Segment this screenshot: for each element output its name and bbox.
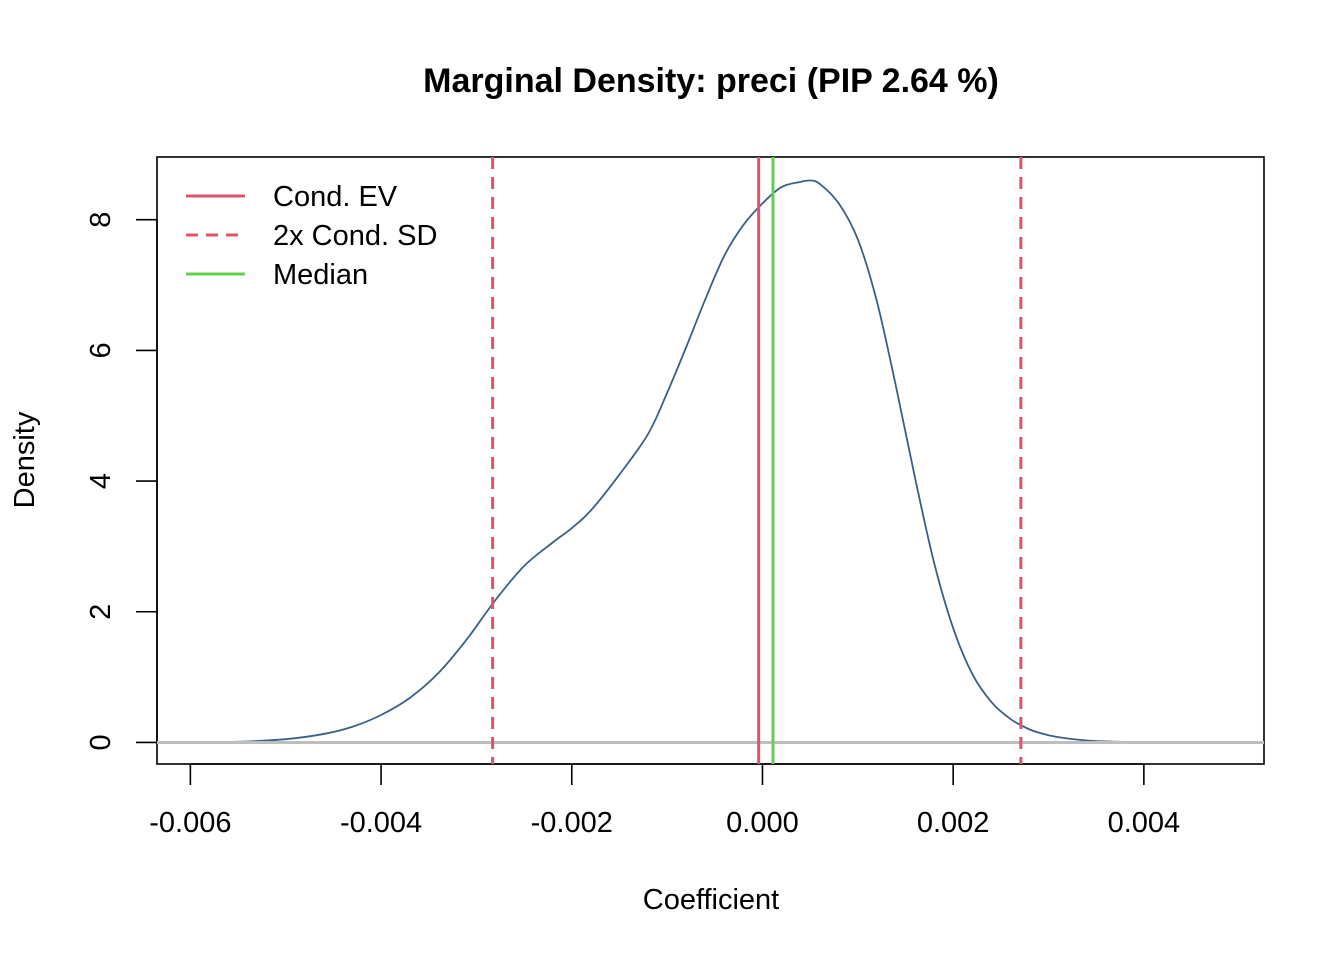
- chart-title: Marginal Density: preci (PIP 2.64 %): [423, 62, 999, 100]
- x-tick-label: -0.004: [340, 807, 422, 839]
- x-tick-label: 0.004: [1108, 807, 1181, 839]
- y-tick-label: 6: [85, 342, 117, 358]
- x-tick-label: -0.002: [531, 807, 613, 839]
- density-curve: [190, 179, 1240, 744]
- legend-label: Median: [273, 259, 368, 291]
- x-tick-label: -0.006: [149, 807, 231, 839]
- x-tick-label: 0.000: [726, 807, 799, 839]
- legend: Cond. EV 2x Cond. SD Median: [186, 181, 437, 291]
- y-tick-label: 4: [85, 473, 117, 489]
- legend-label: Cond. EV: [273, 181, 398, 213]
- y-tick-label: 8: [85, 212, 117, 228]
- plot-content: [157, 157, 1264, 764]
- x-axis: -0.006 -0.004 -0.002 0.000 0.002 0.004: [149, 763, 1181, 839]
- y-axis: 0 2 4 6 8: [85, 212, 158, 751]
- y-tick-label: 0: [85, 734, 117, 750]
- y-tick-label: 2: [85, 604, 117, 620]
- x-axis-label: Coefficient: [643, 884, 780, 916]
- y-axis-label: Density: [9, 411, 41, 508]
- x-tick-label: 0.002: [917, 807, 990, 839]
- legend-label: 2x Cond. SD: [273, 220, 437, 252]
